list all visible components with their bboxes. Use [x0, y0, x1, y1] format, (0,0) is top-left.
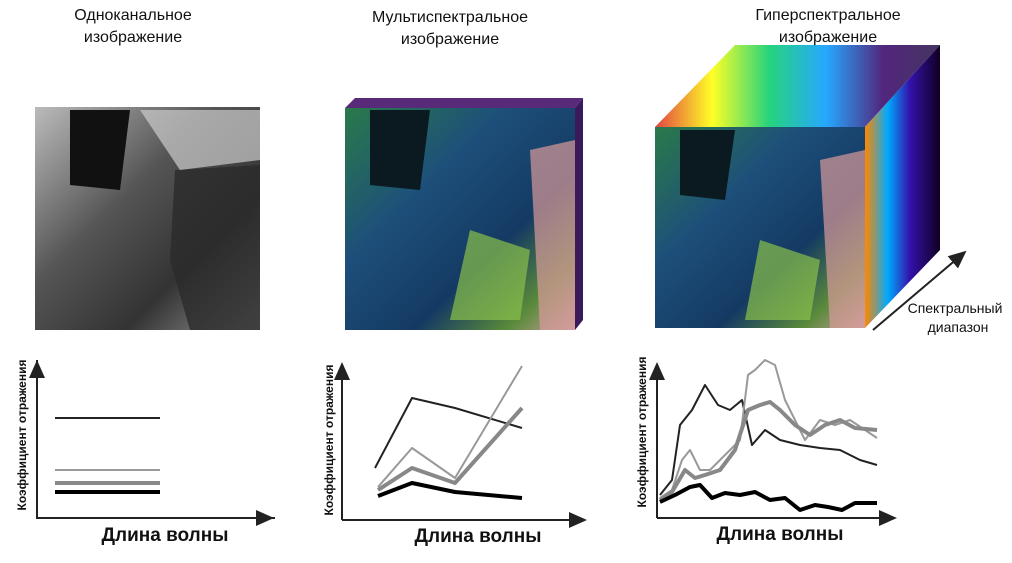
y-axis-label: Коэффициент отражения: [322, 365, 336, 516]
cube-side: [865, 45, 940, 328]
axes: [36, 360, 275, 519]
spectrum-line: [659, 483, 877, 512]
panel-multi: Мультиспектральное изображение Коэффицие…: [322, 9, 587, 547]
annotation-line: Спектральный: [908, 300, 1003, 316]
cube-side: [575, 98, 583, 330]
spectrum-line: [374, 397, 523, 469]
image-detail: [745, 240, 820, 320]
y-axis-label: Коэффициент отражения: [635, 357, 649, 508]
spectrum-line: [376, 406, 524, 492]
cube-top: [655, 45, 940, 127]
image-detail: [450, 230, 530, 320]
title-line: Гиперспектральное: [755, 7, 900, 24]
spectrum-line: [659, 384, 878, 496]
image-detail: [820, 150, 865, 328]
spectrum-line: [377, 365, 523, 488]
image-detail: [170, 165, 260, 330]
image-detail: [680, 130, 735, 200]
title-line: Мультиспектральное: [372, 9, 528, 26]
cube-top: [345, 98, 583, 108]
annotation-line: диапазон: [928, 319, 989, 335]
panel-single: Одноканальное изображение Коэффициент от…: [15, 7, 275, 546]
x-axis-label: Длина волны: [415, 526, 542, 547]
title-line: изображение: [779, 29, 877, 46]
y-axis-label: Коэффициент отражения: [15, 360, 29, 511]
title-line: изображение: [401, 31, 499, 48]
spectrum-line: [658, 400, 878, 502]
image-detail: [370, 110, 430, 190]
title-line: Одноканальное: [74, 7, 192, 24]
spectrum-line: [377, 481, 523, 500]
title-line: изображение: [84, 29, 182, 46]
image-detail: [70, 110, 130, 190]
x-axis-label: Длина волны: [717, 524, 844, 545]
image-detail: [140, 110, 260, 170]
image-detail: [530, 140, 575, 330]
x-axis-label: Длина волны: [102, 525, 229, 546]
panel-hyper: Гиперспектральное изображение Спектральн…: [635, 7, 1002, 545]
spectral-arrow: [872, 250, 967, 331]
